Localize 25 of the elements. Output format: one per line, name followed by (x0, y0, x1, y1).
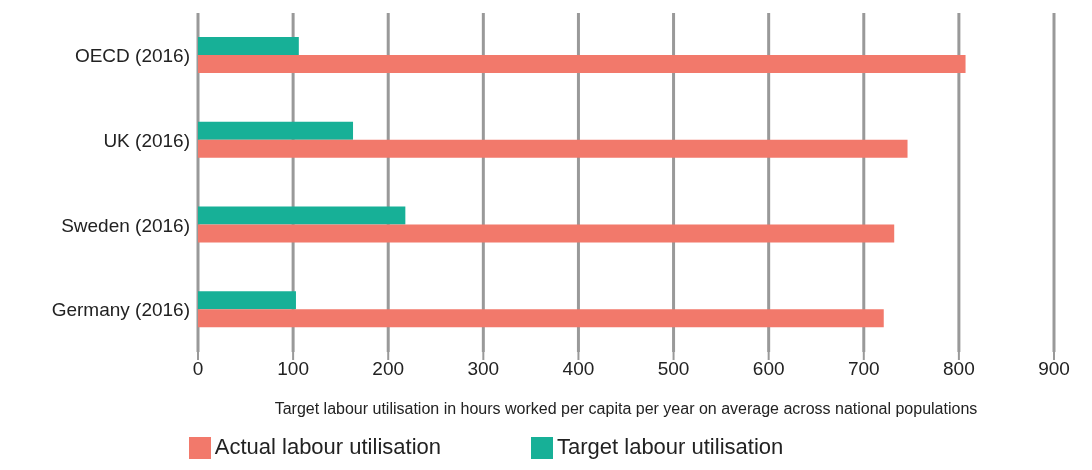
x-tick-label: 300 (467, 358, 500, 380)
x-tick-label: 0 (192, 358, 204, 380)
bar (198, 37, 299, 55)
x-tick-label: 400 (562, 358, 595, 380)
x-tick-label: 200 (372, 358, 405, 380)
y-tick-label: OECD (2016) (74, 45, 190, 67)
bar (198, 139, 908, 158)
bar (198, 55, 966, 73)
x-tick-label: 700 (847, 358, 880, 380)
y-tick-label: UK (2016) (103, 129, 190, 151)
x-tick-label: 800 (943, 358, 975, 380)
x-tick-label: 900 (1038, 358, 1070, 380)
legend-label: Actual labour utilisation (214, 434, 441, 459)
bar (198, 291, 296, 310)
x-tick-label: 100 (277, 358, 309, 380)
x-tick-label: 500 (657, 358, 690, 380)
y-tick-label: Germany (2016) (51, 299, 190, 321)
x-tick-label: 600 (752, 358, 785, 380)
bar (198, 224, 895, 243)
bar (198, 121, 354, 140)
legend-label: Target labour utilisation (557, 434, 784, 459)
y-tick-label: Sweden (2016) (61, 214, 190, 236)
bar (198, 206, 406, 225)
bar (198, 309, 884, 328)
x-axis-title: Target labour utilisation in hours worked per capita per year on average across national populations (274, 400, 978, 417)
